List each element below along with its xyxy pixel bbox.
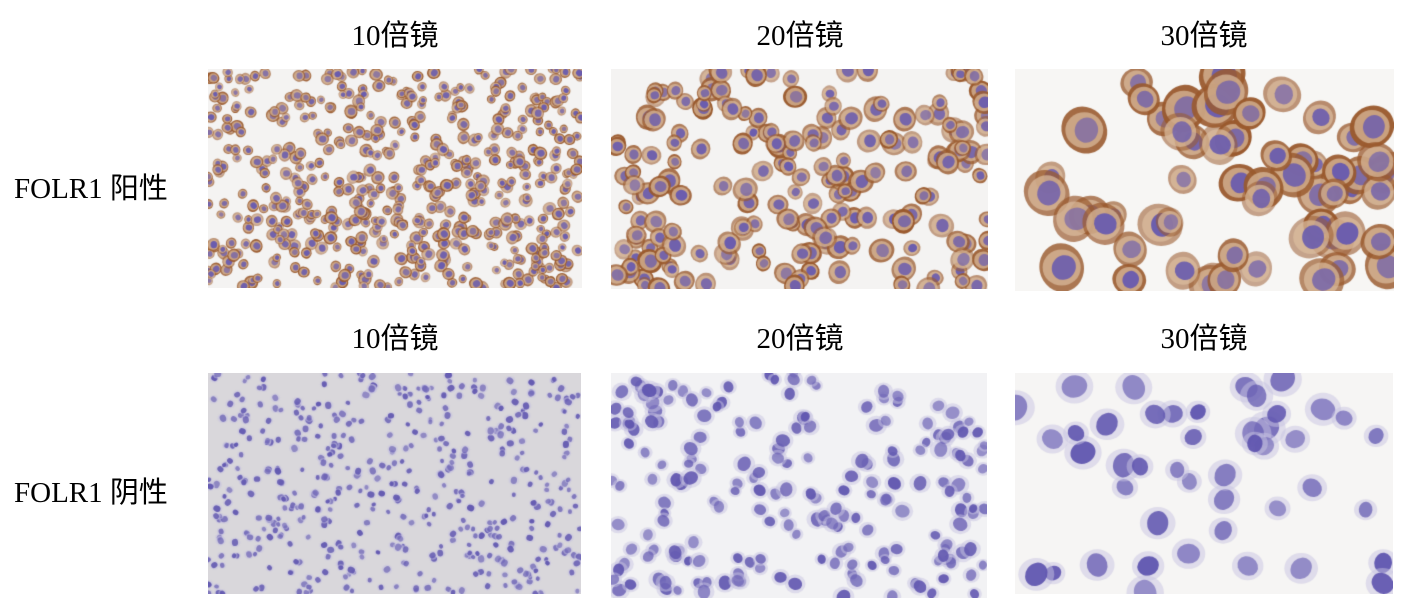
header-row2-30x: 30倍镜	[1160, 323, 1248, 355]
micrograph-negative-10x	[208, 373, 581, 594]
row-label-negative: FOLR1 阴性	[14, 477, 168, 509]
micrograph-negative-20x	[611, 373, 987, 598]
header-row1-20x: 20倍镜	[756, 20, 844, 52]
header-row1-30x: 30倍镜	[1160, 20, 1248, 52]
micrograph-positive-20x	[611, 69, 988, 289]
micrograph-negative-30x	[1015, 373, 1393, 594]
micrograph-positive-10x	[208, 69, 582, 288]
micrograph-positive-30x	[1015, 69, 1394, 291]
header-row2-20x: 20倍镜	[756, 323, 844, 355]
header-row1-10x: 10倍镜	[351, 20, 439, 52]
header-row2-10x: 10倍镜	[351, 323, 439, 355]
row-label-positive: FOLR1 阳性	[14, 173, 168, 205]
